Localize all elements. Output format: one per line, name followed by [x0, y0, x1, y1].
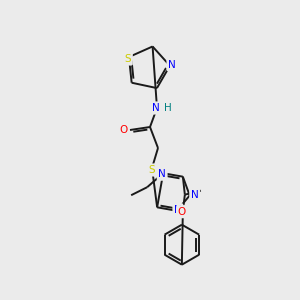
Text: S: S	[149, 165, 155, 175]
Text: N: N	[191, 190, 199, 200]
Text: S: S	[124, 54, 131, 64]
Text: N: N	[152, 103, 160, 113]
Text: N: N	[174, 205, 182, 215]
Text: O: O	[119, 125, 127, 135]
Text: O: O	[178, 207, 186, 217]
Text: N: N	[158, 169, 166, 179]
Text: H: H	[164, 103, 172, 113]
Text: N: N	[168, 60, 176, 70]
